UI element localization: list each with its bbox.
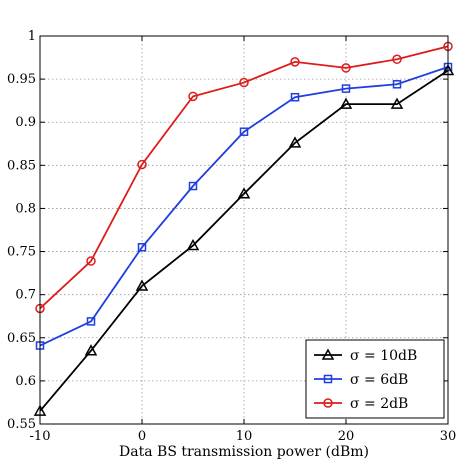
plot-frame: [39, 35, 449, 425]
data-point: [392, 54, 402, 65]
legend-marker: [321, 348, 335, 360]
legend: σ = 10dB σ = 6dB σ = 2dB: [305, 339, 445, 419]
y-tick-label: 0.8: [15, 201, 36, 216]
y-tick-label: 0.65: [7, 331, 36, 346]
x-axis-label: Data BS transmission power (dBm): [119, 444, 369, 460]
x-tick-label: 10: [236, 429, 253, 444]
legend-marker: [323, 374, 333, 384]
x-tick-label: 20: [338, 429, 355, 444]
y-tick-label: 0.75: [7, 245, 36, 260]
y-tick-label: 0.95: [7, 72, 36, 87]
legend-entry: σ = 10dB: [350, 348, 417, 364]
y-tick-label: 0.85: [7, 158, 36, 173]
data-point: [188, 181, 198, 191]
data-point: [290, 92, 300, 102]
data-point: [86, 256, 96, 266]
series-square: [35, 62, 453, 350]
series-line: [39, 66, 449, 347]
data-point: [290, 57, 300, 67]
data-point: [341, 63, 351, 73]
x-tick-label: -10: [30, 429, 51, 444]
series-line: [39, 69, 449, 412]
data-point: [188, 91, 198, 102]
data-point: [84, 344, 98, 356]
data-point: [288, 136, 302, 148]
data-point: [390, 97, 404, 109]
x-tick-label: 30: [440, 429, 457, 444]
y-tick-label: 0.6: [15, 374, 36, 389]
y-tick-label: 0.9: [15, 115, 36, 130]
y-tick-label: 1: [28, 29, 36, 44]
data-point: [339, 97, 353, 109]
legend-marker: [323, 398, 333, 408]
data-point: [239, 77, 249, 88]
data-point: [239, 127, 249, 136]
data-point: [86, 317, 96, 326]
legend-entry: σ = 6dB: [350, 372, 408, 388]
legend-entry: σ = 2dB: [350, 396, 408, 412]
data-point: [137, 242, 147, 252]
series-line: [39, 45, 449, 310]
data-point: [237, 187, 251, 199]
tick-labels: -10 0 10 20 30 0.55 0.6 0.65 0.7 0.75 0.8 0.85 0.9 0.…: [7, 29, 456, 444]
data-point: [392, 80, 402, 89]
x-tick-label: 0: [138, 429, 146, 444]
data-point: [135, 279, 149, 291]
data-point: [137, 159, 147, 170]
data-point: [341, 84, 351, 93]
y-tick-label: 0.7: [15, 288, 36, 303]
data-point: [186, 238, 200, 251]
y-tick-label: 0.55: [7, 417, 36, 432]
series-layer: [33, 41, 455, 416]
grid: [40, 36, 448, 424]
